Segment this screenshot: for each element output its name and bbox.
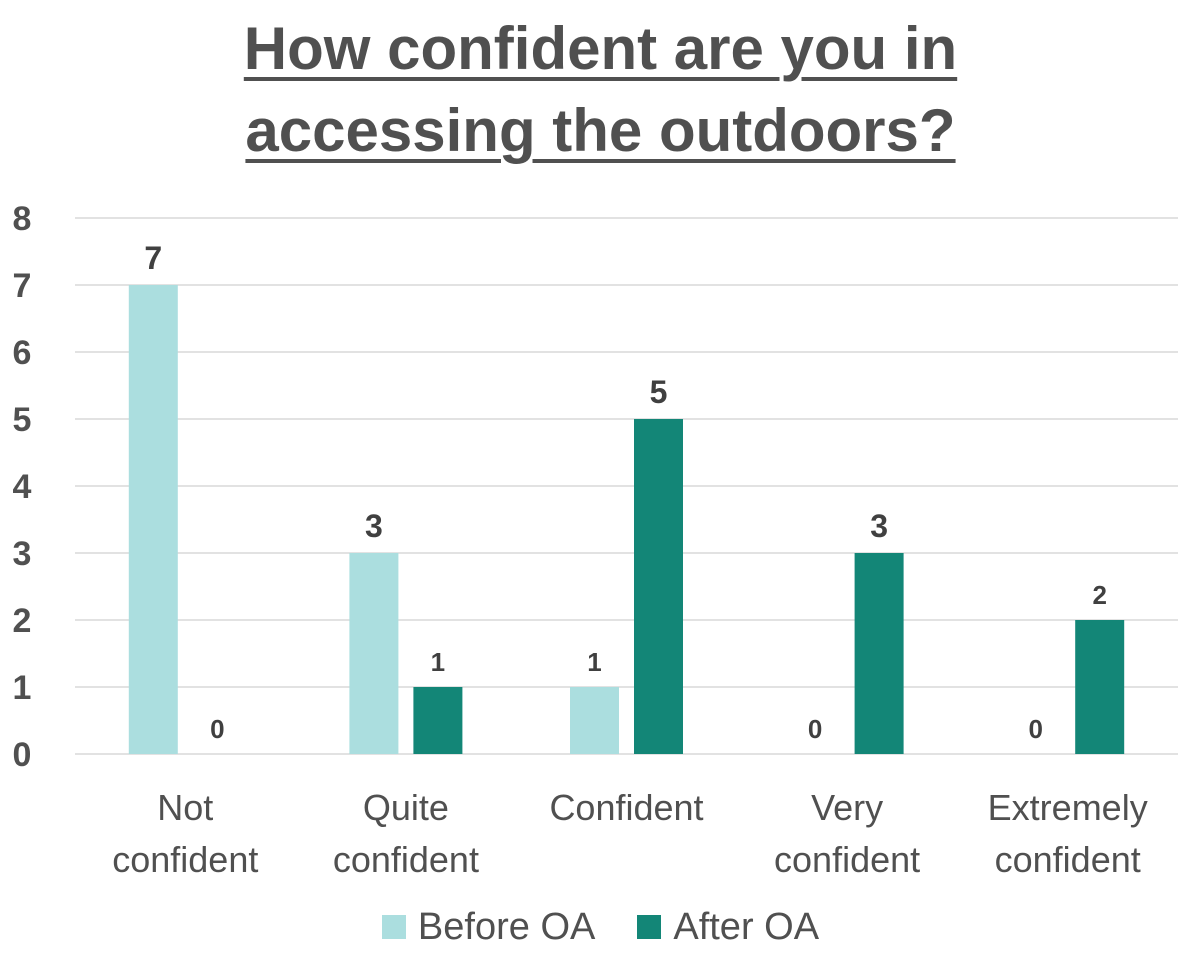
legend-swatch-before	[381, 915, 406, 939]
legend-label-before: Before OA	[417, 905, 596, 948]
legend-item-after: After OA	[637, 906, 819, 949]
bar-before-2	[570, 687, 619, 754]
bar-after-2	[634, 419, 683, 754]
data-label-after-3: 3	[870, 508, 888, 544]
data-label-before-4: 0	[1028, 714, 1042, 744]
category-label-0-1: confident	[112, 839, 258, 880]
y-tick-label-6: 6	[13, 334, 32, 372]
data-label-before-1: 3	[365, 508, 383, 544]
category-label-4-1: confident	[995, 839, 1141, 880]
y-tick-label-4: 4	[13, 468, 32, 506]
chart-title-line-2: accessing the outdoors?	[245, 97, 956, 164]
data-label-after-2: 5	[650, 374, 668, 410]
category-label-1-1: confident	[333, 839, 479, 880]
y-tick-label-5: 5	[13, 401, 32, 439]
category-label-2-0: Confident	[549, 787, 703, 828]
data-label-after-1: 1	[431, 647, 445, 677]
category-label-4-0: Extremely	[988, 787, 1148, 828]
bar-after-1	[413, 687, 463, 754]
data-label-after-4: 2	[1092, 580, 1106, 610]
y-tick-label-2: 2	[13, 602, 32, 640]
y-tick-label-0: 0	[13, 736, 32, 774]
legend-item-before: Before OA	[381, 905, 596, 949]
data-label-before-2: 1	[587, 647, 601, 677]
data-label-before-0: 7	[144, 240, 162, 276]
y-tick-label-1: 1	[13, 669, 32, 707]
y-tick-label-3: 3	[13, 535, 32, 573]
y-tick-label-7: 7	[13, 267, 32, 305]
legend-label-after: After OA	[673, 905, 820, 948]
bar-after-3	[854, 553, 904, 754]
data-label-after-0: 0	[210, 714, 224, 744]
y-tick-label-8: 8	[13, 200, 32, 238]
bar-before-1	[349, 553, 399, 754]
data-label-before-3: 0	[808, 714, 822, 744]
category-label-1-0: Quite	[363, 787, 449, 828]
bar-after-4	[1075, 620, 1125, 754]
category-label-3-0: Very	[811, 787, 883, 828]
legend-swatch-after	[637, 915, 662, 939]
chart-title-line-1: How confident are you in	[243, 15, 958, 82]
category-label-0-0: Not	[157, 787, 213, 828]
legend: Before OA After OA	[0, 900, 1201, 954]
chart-title: How confident are you in accessing the o…	[0, 8, 1201, 172]
bar-before-0	[128, 285, 178, 754]
category-label-3-1: confident	[774, 839, 920, 880]
